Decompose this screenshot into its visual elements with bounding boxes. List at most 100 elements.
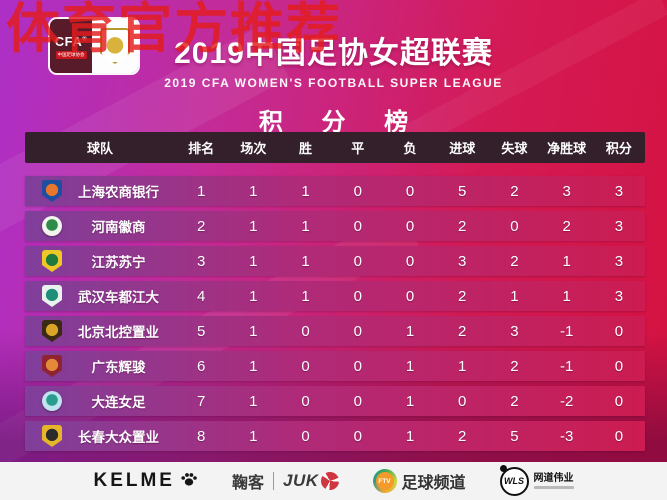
stat-cell: 2 (458, 217, 467, 235)
stat-cell: 1 (562, 287, 571, 305)
column-header: 场次 (240, 141, 267, 156)
column-header: 进球 (449, 141, 476, 156)
team-logo-icon (42, 285, 62, 307)
stat-cell: 1 (196, 182, 206, 200)
juke-cn-text: 鞠客 (231, 475, 264, 492)
ftv-channel-text: 足球频道 (401, 475, 466, 492)
stat-cell: 0 (353, 217, 362, 235)
stat-cell: 0 (301, 427, 310, 445)
team-name: 广东辉骏 (91, 360, 146, 375)
stat-cell: 3 (562, 182, 571, 200)
wls-logo-icon: WLS (499, 464, 529, 496)
stat-cell: 2 (510, 182, 519, 200)
team-name: 长春大众置业 (78, 430, 159, 445)
stat-cell: 2 (510, 252, 519, 270)
page-subtitle: 2019 CFA WOMEN'S FOOTBALL SUPER LEAGUE (164, 76, 503, 90)
team-cell: 江苏苏宁 (25, 246, 175, 276)
team-cell: 长春大众置业 (25, 421, 175, 451)
registered-mark: ® (82, 36, 88, 43)
stat-cell: 5 (510, 427, 519, 445)
wls-sub-caption (533, 485, 574, 489)
stat-cell: 3 (614, 182, 624, 200)
stat-cell: 1 (301, 287, 310, 305)
stat-cell: 0 (405, 182, 415, 200)
stat-cell: 0 (301, 322, 310, 340)
team-cell: 武汉车都江大 (25, 281, 175, 311)
stat-cell: 2 (458, 322, 467, 340)
stat-cell: 0 (353, 287, 362, 305)
sponsor-wls: WLS 网道伟业 (499, 464, 574, 496)
stat-cell: 0 (353, 182, 362, 200)
stat-cell: 3 (458, 252, 467, 270)
team-cell: 大连女足 (25, 386, 175, 416)
wls-caption: 网道伟业 (533, 472, 574, 489)
column-header: 净胜球 (547, 141, 587, 156)
stat-cell: 2 (510, 392, 519, 410)
stat-cell: 8 (196, 427, 206, 445)
stat-cell: 1 (405, 357, 415, 375)
stat-cell: 2 (510, 357, 519, 375)
stat-cell: 1 (301, 182, 310, 200)
stat-cell: 2 (562, 217, 571, 235)
stat-cell: 0 (405, 217, 415, 235)
cfa-subtext: 中国足球协会 (55, 50, 87, 59)
stat-cell: 0 (614, 427, 624, 445)
stat-cell: 0 (614, 357, 624, 375)
stat-cell: 1 (249, 392, 258, 410)
stat-cell: 1 (249, 217, 258, 235)
watermark-text: 体育官方推荐 (6, 0, 342, 60)
table-row: 广东辉骏 6 1 0 0 1 1 2 -1 0 (25, 351, 645, 381)
team-cell: 河南徽商 (25, 211, 175, 241)
standings-title: 积 分 榜 (258, 109, 425, 136)
table-row: 大连女足 7 1 0 0 1 0 2 -2 0 (25, 386, 645, 416)
column-header: 平 (351, 141, 365, 156)
stat-cell: 1 (510, 287, 519, 305)
stat-cell: 1 (405, 322, 415, 340)
stat-cell: 0 (614, 392, 624, 410)
stat-cell: 1 (405, 392, 415, 410)
stat-cell: 3 (510, 322, 519, 340)
team-name: 上海农商银行 (78, 185, 159, 200)
stat-cell: -3 (559, 427, 574, 445)
cfa-badge-right (92, 19, 138, 73)
team-cell: 上海农商银行 (25, 176, 175, 206)
stat-cell: 1 (249, 182, 258, 200)
stat-cell: 2 (458, 287, 467, 305)
juke-latin-text: JUK (282, 471, 319, 490)
table-header: 球队 排名 场次 胜 平 负 进球 失球 净胜球 积分 (25, 132, 645, 163)
team-name: 江苏苏宁 (91, 255, 146, 270)
stat-cell: 3 (614, 217, 624, 235)
cfa-logo-text: CFA® (54, 33, 88, 49)
cfa-badge-left: CFA® 中国足球协会 (50, 19, 92, 73)
stat-cell: 7 (196, 392, 206, 410)
table-row: 长春大众置业 8 1 0 0 1 2 5 -3 0 (25, 421, 645, 451)
ftv-logo-icon: FTV (372, 469, 397, 493)
stat-cell: 6 (196, 357, 206, 375)
stat-cell: 0 (405, 287, 415, 305)
column-header: 负 (403, 141, 417, 156)
kelme-logo-text: KELME (93, 470, 175, 491)
stat-cell: 0 (510, 217, 519, 235)
column-header: 失球 (501, 141, 528, 156)
stat-cell: 1 (249, 427, 258, 445)
stat-cell: 0 (353, 357, 362, 375)
stat-cell: 1 (301, 217, 310, 235)
stat-cell: 0 (353, 252, 362, 270)
stat-cell: 1 (562, 252, 571, 270)
stat-cell: 5 (196, 322, 206, 340)
table-row: 河南徽商 2 1 1 0 0 2 0 2 3 (25, 211, 645, 241)
wls-cn-text: 网道伟业 (533, 472, 574, 484)
ftv-abbr: FTV (375, 472, 394, 490)
team-cell: 北京北控置业 (25, 316, 175, 346)
sponsor-kelme: KELME (93, 470, 198, 492)
page-title: 2019中国足协女超联赛 (174, 37, 493, 70)
column-header: 球队 (86, 141, 113, 156)
stat-cell: 0 (458, 392, 467, 410)
team-logo-icon (42, 216, 62, 236)
stat-cell: 1 (249, 287, 258, 305)
stat-cell: 5 (458, 182, 467, 200)
title-block: 2019中国足协女超联赛 2019 CFA WOMEN'S FOOTBALL S… (0, 28, 667, 137)
table-row: 北京北控置业 5 1 0 0 1 2 3 -1 0 (25, 316, 645, 346)
team-logo-icon (42, 355, 62, 377)
